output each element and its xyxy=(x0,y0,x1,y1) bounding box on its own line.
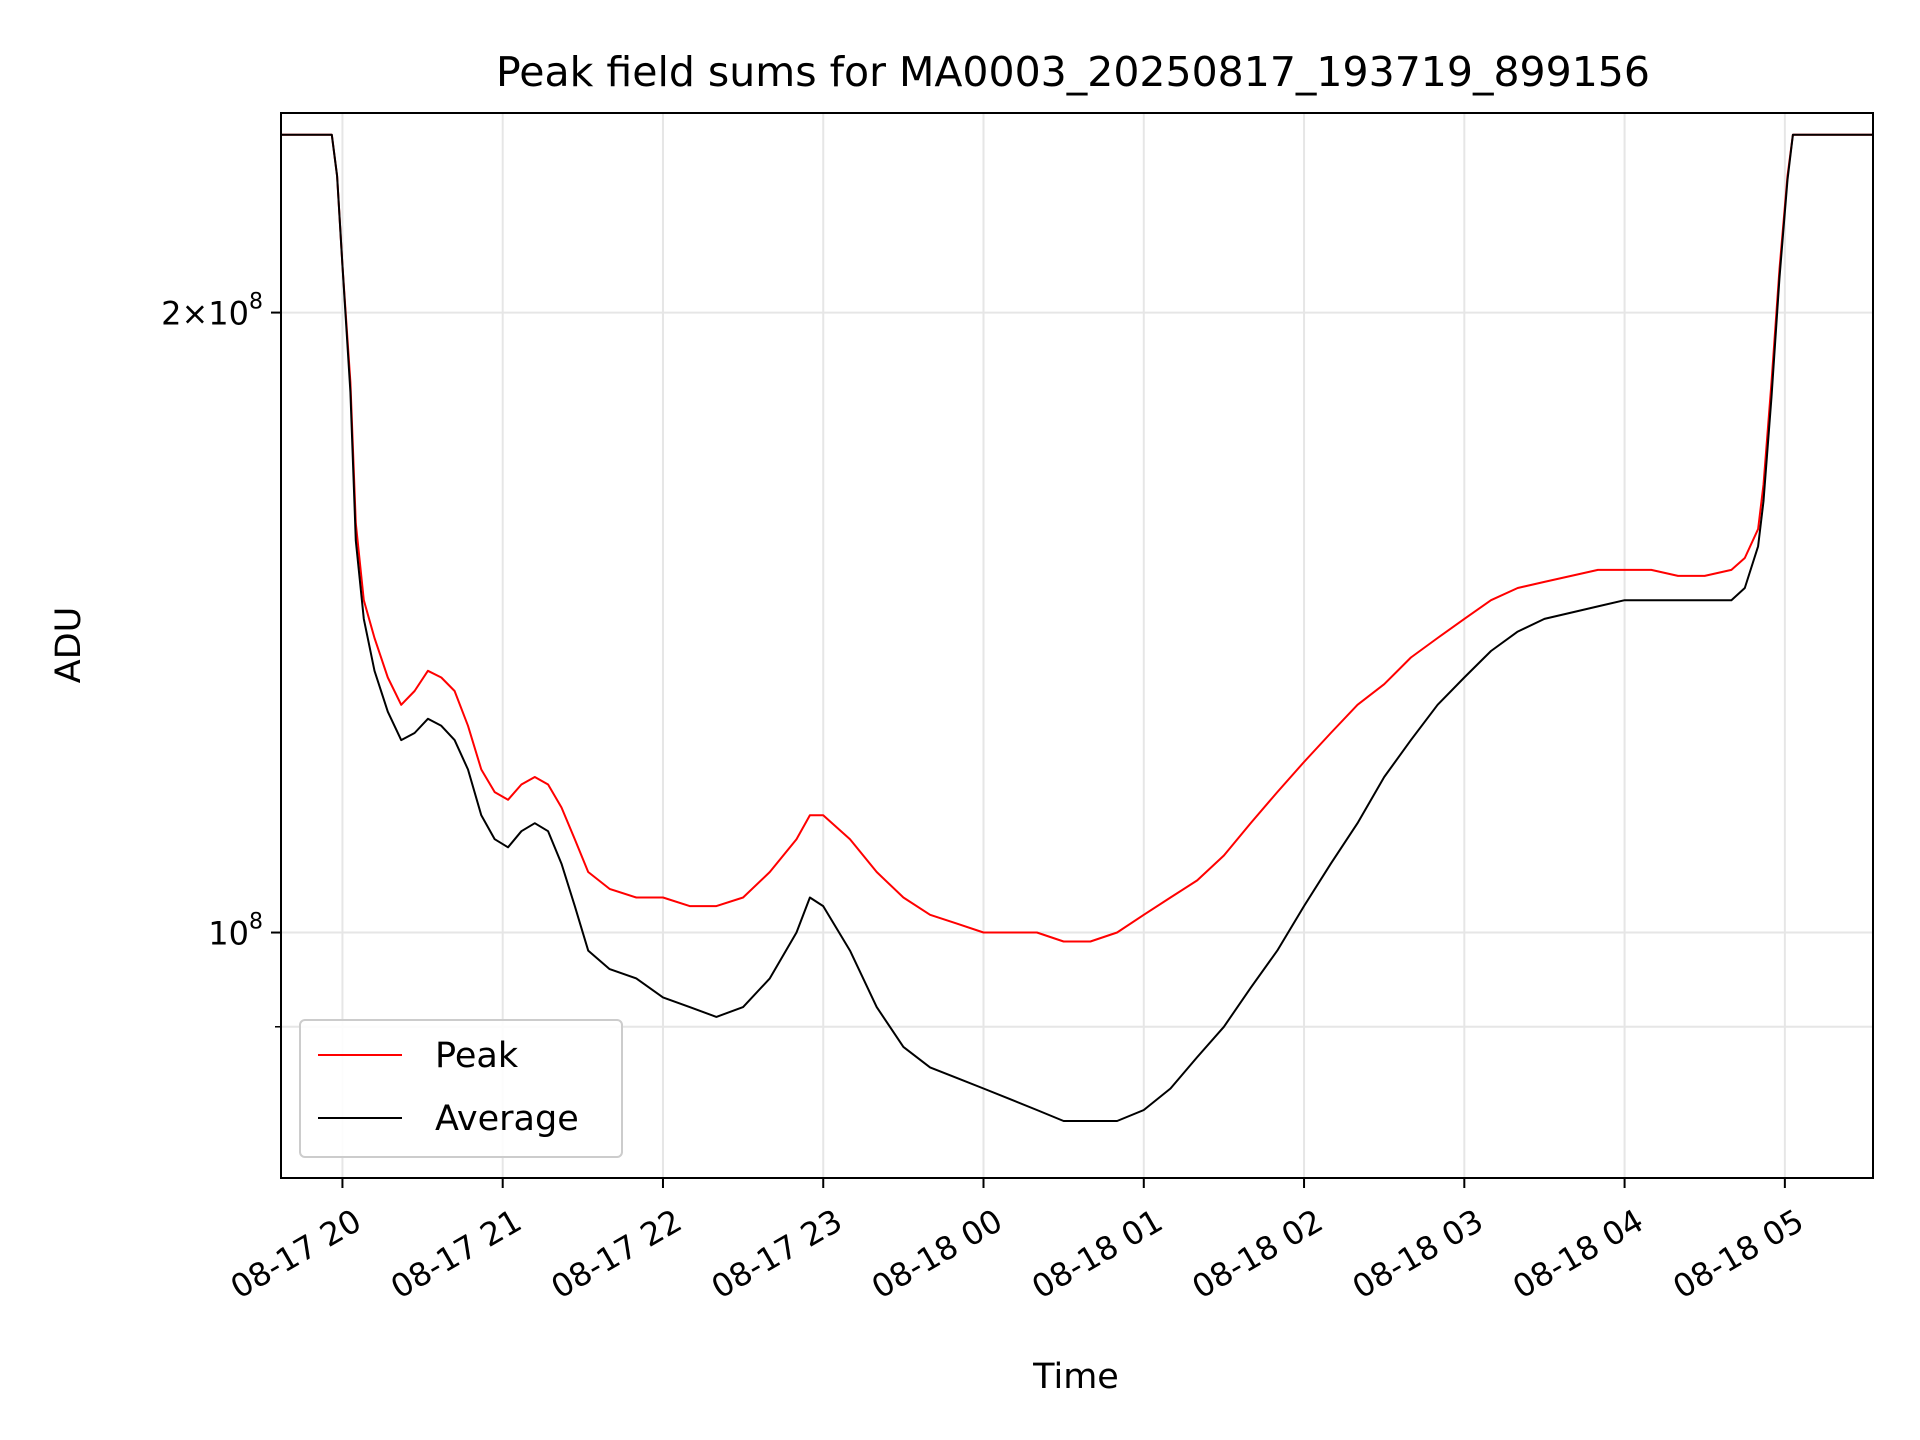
legend: Peak Average xyxy=(299,1019,623,1158)
chart-title: Peak field sums for MA0003_20250817_1937… xyxy=(496,48,1650,96)
legend-label-peak: Peak xyxy=(435,1036,519,1076)
x-tick-label: 08-18 00 xyxy=(865,1201,1009,1306)
plot-frame xyxy=(280,112,1874,1179)
x-tick-label: 08-17 22 xyxy=(545,1201,689,1306)
y-axis: 2×108 108 xyxy=(161,290,281,1028)
y-tick-label: 2×108 xyxy=(161,290,263,333)
x-tick-label: 08-17 21 xyxy=(384,1201,528,1306)
y-tick-label: 108 xyxy=(208,910,263,953)
series-line-average xyxy=(281,133,1873,1122)
series-layer xyxy=(281,133,1873,1122)
x-tick-label: 08-18 04 xyxy=(1506,1201,1650,1306)
x-tick-label: 08-18 05 xyxy=(1666,1201,1810,1306)
x-tick-label: 08-17 23 xyxy=(705,1201,849,1306)
y-axis-label: ADU xyxy=(49,607,89,684)
grid xyxy=(281,113,1873,1178)
x-axis-label: Time xyxy=(1032,1357,1119,1397)
x-tick-label: 08-18 03 xyxy=(1346,1201,1490,1306)
x-tick-label: 08-18 01 xyxy=(1025,1201,1169,1306)
x-tick-label: 08-17 20 xyxy=(224,1201,368,1306)
series-line-peak xyxy=(281,133,1873,943)
legend-label-average: Average xyxy=(435,1099,579,1139)
x-tick-label: 08-18 02 xyxy=(1186,1201,1330,1306)
x-axis: 08-17 20 08-17 21 08-17 22 08-17 23 08-18 00… xyxy=(224,1178,1810,1306)
